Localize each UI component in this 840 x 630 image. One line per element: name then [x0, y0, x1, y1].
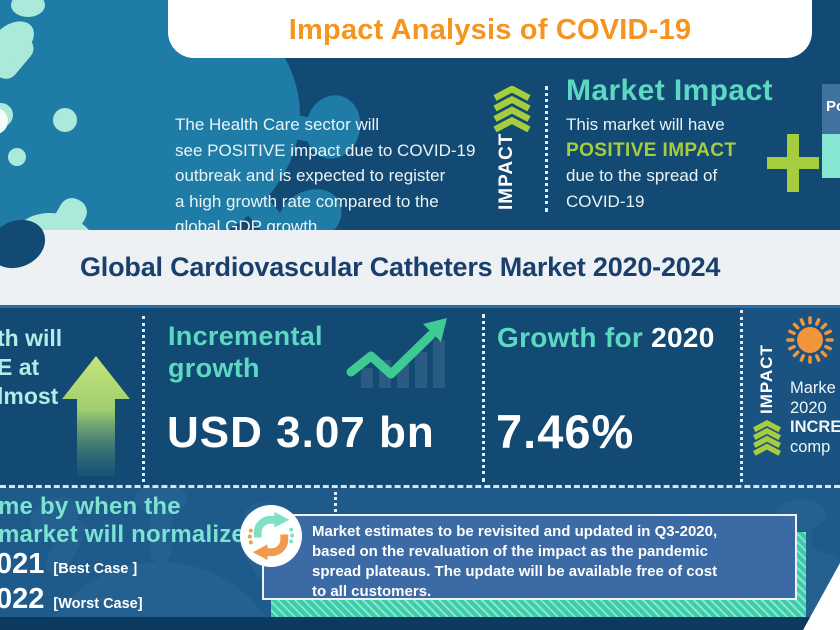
note-line: spread plateaus. The update will be avai…	[312, 563, 718, 580]
impact-vertical-label: IMPACT	[496, 132, 517, 210]
divider-dotted-vertical	[740, 310, 743, 482]
sector-line: a high growth rate compared to the	[175, 191, 439, 211]
sector-line: The Health Care sector will	[175, 115, 380, 134]
market-impact-line: due to the spread of	[566, 166, 718, 185]
growth-note-line: lmost	[0, 383, 59, 409]
chevrons-up-icon	[493, 86, 531, 132]
sector-description: The Health Care sector will see POSITIVE…	[175, 112, 475, 240]
market-impact-description: This market will have POSITIVE IMPACT du…	[566, 112, 736, 214]
growth-2020-prefix: Growth for	[497, 322, 652, 353]
divider-dotted-vertical	[482, 314, 485, 482]
positive-impact-highlight: POSITIVE IMPACT	[566, 139, 737, 161]
best-case-year-fragment: 021	[0, 548, 45, 580]
incremental-growth-value: USD 3.07 bn	[167, 408, 435, 457]
divider-dotted-vertical	[545, 86, 548, 212]
sector-line: see POSITIVE impact due to COVID-19	[175, 140, 476, 160]
worst-case-year-fragment: 022	[0, 583, 45, 615]
divider-dotted-vertical	[142, 316, 145, 482]
covid-virus-icon	[786, 316, 834, 364]
side-panel-positive: Po	[822, 84, 840, 134]
normalize-line: market will normalize	[0, 521, 245, 548]
growth-up-arrow-icon	[62, 356, 130, 476]
normalize-line: me by when the	[0, 493, 181, 520]
impact-right-line: 2020	[790, 398, 827, 417]
growth-2020-value: 7.46%	[496, 405, 635, 458]
update-note-box: Market estimates to be revisited and upd…	[262, 514, 797, 600]
refresh-arrows-icon	[247, 511, 295, 561]
chevrons-up-icon	[753, 420, 781, 456]
market-impact-title: Market Impact	[566, 74, 773, 107]
sector-line: outbreak and is expected to register	[175, 166, 446, 185]
growth-2020-year: 2020	[651, 322, 715, 353]
incremental-growth-title: Incremental growth	[168, 320, 323, 384]
market-title-band: Global Cardiovascular Catheters Market 2…	[0, 230, 840, 308]
side-panel-label: Po	[826, 98, 840, 115]
normalize-heading-fragment: me by when the market will normalize	[0, 493, 245, 549]
market-name-title: Global Cardiovascular Catheters Market 2…	[80, 252, 721, 282]
market-impact-line: This market will have	[566, 115, 725, 134]
worst-case-row: 022 [Worst Case]	[0, 583, 143, 616]
best-case-row: 021 [Best Case ]	[0, 548, 137, 581]
page-title: Impact Analysis of COVID-19	[288, 14, 692, 46]
impact-right-line-bold: INCRE	[790, 418, 840, 436]
worst-case-label: [Worst Case]	[53, 596, 143, 612]
footer-bar	[0, 617, 840, 630]
update-refresh-badge	[240, 505, 302, 567]
best-case-label: [Best Case ]	[53, 561, 138, 577]
note-line: Market estimates to be revisited and upd…	[312, 523, 718, 540]
impact-right-column-bg	[740, 308, 840, 487]
note-line: based on the revaluation of the impact a…	[312, 543, 708, 560]
side-panel-teal-block	[822, 134, 840, 178]
growth-note-fragment: th will E at lmost	[0, 324, 62, 411]
growth-2020-title: Growth for 2020	[497, 322, 715, 354]
impact-right-text-fragment: Marke 2020 INCRE comp	[790, 379, 840, 457]
market-impact-line: COVID-19	[566, 191, 645, 211]
impact-vertical-label: IMPACT	[757, 344, 776, 414]
impact-right-line: comp	[790, 437, 831, 456]
plus-icon	[767, 134, 819, 192]
growth-note-line: th will	[0, 325, 63, 351]
growth-note-line: E at	[0, 354, 40, 380]
incremental-title-line: Incremental	[168, 321, 323, 351]
header-banner: Impact Analysis of COVID-19	[168, 0, 812, 58]
trend-chart-icon	[346, 318, 447, 388]
note-line: to all customers.	[312, 583, 432, 600]
impact-right-line: Marke	[790, 379, 836, 397]
incremental-title-line: growth	[168, 353, 260, 383]
divider-dashed-horizontal	[0, 485, 840, 488]
